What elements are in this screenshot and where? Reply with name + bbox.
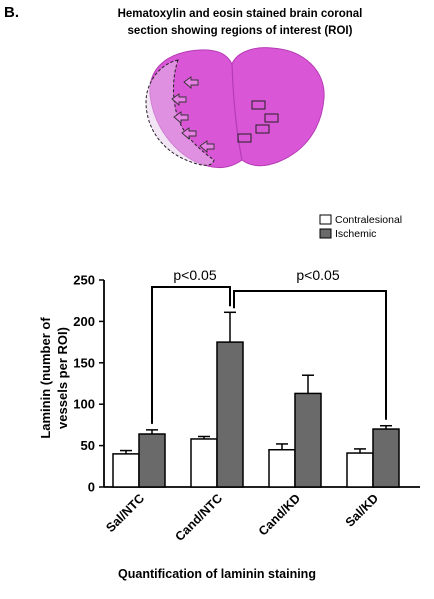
x-tick-label: Sal/KD xyxy=(343,491,381,529)
significance-bracket-2 xyxy=(233,290,387,420)
significance-bracket-1 xyxy=(151,286,231,424)
x-tick-label: Sal/NTC xyxy=(103,491,147,535)
y-tick-label: 0 xyxy=(88,480,95,495)
y-tick-label: 250 xyxy=(73,273,95,288)
roi-arrow xyxy=(183,76,199,89)
significance-brackets: p<0.05 p<0.05 xyxy=(151,267,387,424)
bar-contralesional-sal-kd xyxy=(346,452,374,488)
roi-arrow xyxy=(173,111,189,124)
micrograph-title: Hematoxylin and eosin stained brain coro… xyxy=(90,6,390,40)
legend: Contralesional Ischemic xyxy=(319,214,402,240)
x-axis-ticks: Sal/NTC Cand/NTC Cand/KD Sal/KD xyxy=(103,491,381,544)
legend-label-ischemic: Ischemic xyxy=(335,228,376,240)
y-tick-label: 150 xyxy=(73,355,95,370)
y-tick-label: 200 xyxy=(73,314,95,329)
chart-caption: Quantification of laminin staining xyxy=(118,567,316,581)
micrograph-title-line-1: Hematoxylin and eosin stained brain coro… xyxy=(117,8,363,20)
y-axis-label-line-2: vessels per ROI) xyxy=(55,327,70,429)
brain-midline xyxy=(231,63,243,161)
bar-contralesional-sal-ntc xyxy=(112,453,140,488)
bar-ischemic-sal-kd xyxy=(372,428,400,488)
legend-swatch-ischemic xyxy=(319,228,332,239)
roi-arrow xyxy=(199,140,215,153)
roi-arrow xyxy=(181,127,197,140)
y-tick-label: 50 xyxy=(81,438,95,453)
bar-ischemic-sal-ntc xyxy=(138,433,166,488)
panel-label: B. xyxy=(4,4,19,21)
bar-contralesional-cand-kd xyxy=(268,448,296,488)
bar-contralesional-cand-ntc xyxy=(190,438,218,488)
y-axis-label-line-1: Laminin (number of xyxy=(38,317,53,439)
roi-boxes xyxy=(237,100,279,143)
roi-box xyxy=(264,113,279,123)
legend-label-contralesional: Contralesional xyxy=(335,214,402,226)
significance-label-1: p<0.05 xyxy=(173,267,216,283)
significance-label-2: p<0.05 xyxy=(296,267,339,283)
y-tick-label: 100 xyxy=(73,397,95,412)
roi-arrow xyxy=(171,93,187,106)
bars xyxy=(112,311,400,488)
x-tick-label: Cand/NTC xyxy=(172,491,225,544)
bar-ischemic-cand-ntc xyxy=(216,341,244,488)
x-tick-label: Cand/KD xyxy=(256,491,303,538)
roi-box xyxy=(255,124,270,134)
roi-arrows xyxy=(171,76,215,153)
brain-tissue xyxy=(149,47,325,169)
y-axis-ticks: 0 50 100 150 200 250 xyxy=(73,273,104,495)
roi-box xyxy=(237,133,252,143)
roi-box xyxy=(251,100,266,110)
laminin-bar-chart: Contralesional Ischemic 050100150200250 … xyxy=(38,214,420,544)
micrograph-title-line-2: section showing regions of interest (ROI… xyxy=(127,25,353,37)
bar-ischemic-cand-kd xyxy=(294,392,322,488)
legend-swatch-contralesional xyxy=(319,214,332,225)
brain-section-image xyxy=(145,47,325,169)
